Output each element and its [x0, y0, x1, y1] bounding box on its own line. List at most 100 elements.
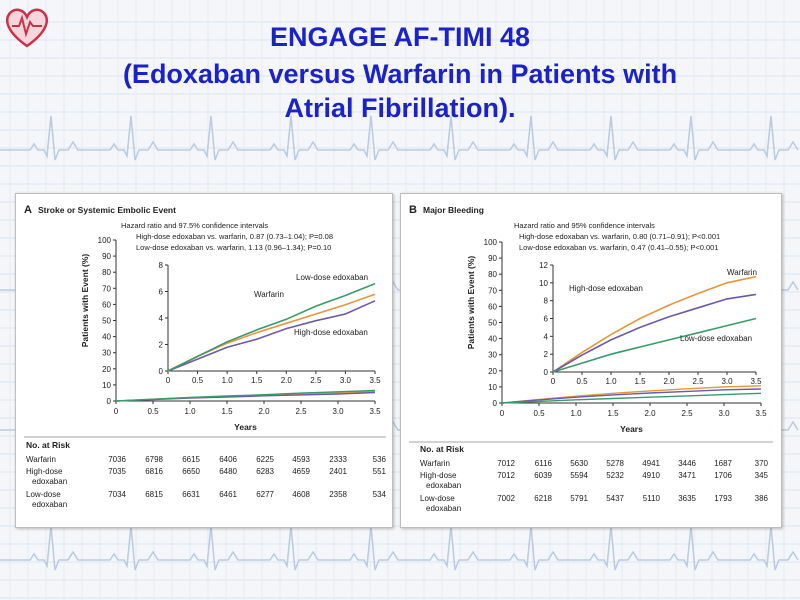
panel-b-y-tick-label: 60: [488, 302, 497, 311]
panel-b-x-tick-label: 2.0: [644, 409, 656, 418]
panel-b-x-tick-label: 1.5: [607, 409, 619, 418]
panel-a-y-tick-label: 100: [98, 236, 112, 245]
panel-a-risk-cell: 4608: [292, 490, 310, 499]
panel-a-risk-cell: 2401: [329, 467, 347, 476]
panel-b-inset-y-tick-label: 2: [544, 350, 549, 359]
panel-b-x-tick-label: 3.0: [718, 409, 730, 418]
panel-a-risk-row-label: High-dose: [26, 467, 63, 476]
panel-a-risk-row-label: edoxaban: [32, 500, 67, 509]
panel-a-x-tick-label: 1.0: [184, 407, 196, 416]
panel-a-inset-x-tick-label: 1.0: [222, 376, 234, 385]
panel-b-inset-line-low-dose-edoxaban: [552, 317, 757, 373]
panel-a-risk-row-label: edoxaban: [32, 477, 67, 486]
panel-b-main-line-high-dose-edoxaban: [501, 388, 762, 404]
panel-b-risk-cell: 4910: [642, 471, 660, 480]
panel-a-x-tick-label: 3.5: [369, 407, 381, 416]
panel-b-risk-cell: 7012: [497, 459, 515, 468]
panel-b-risk-cell: 3446: [678, 459, 696, 468]
panel-a-y-tick-label: 60: [102, 300, 111, 309]
panel-a-risk-cell: 6798: [145, 455, 163, 464]
panel-b-inset-y-tick-label: 4: [544, 332, 549, 341]
slide-title-line-2: (Edoxaban versus Warfarin in Patients wi…: [122, 59, 678, 89]
panel-a-series-label-low-dose-edoxaban: Low-dose edoxaban: [296, 273, 368, 282]
panel-a-risk-cell: 551: [373, 467, 387, 476]
panel-a-x-axis-label: Years: [234, 422, 257, 432]
panel-b-hazard-annotation-3: Low-dose edoxaban vs. warfarin, 0.47 (0.…: [519, 243, 719, 252]
panel-a-risk-cell: 7034: [108, 490, 126, 499]
panel-a-risk-cell: 7035: [108, 467, 126, 476]
panel-a-inset-y-tick-label: 8: [159, 261, 164, 270]
panel-b-y-tick-label: 50: [488, 319, 497, 328]
panel-a-stroke: A Stroke or Systemic Embolic Event Hazard …: [15, 193, 393, 528]
panel-a-series-label-warfarin: Warfarin: [254, 290, 284, 299]
panel-a-x-tick-label: 2.5: [295, 407, 307, 416]
panel-a-inset-x-tick-label: 3.5: [369, 376, 381, 385]
panel-a-risk-cell: 536: [373, 455, 387, 464]
panel-a-inset-x-tick-label: 0.5: [192, 376, 204, 385]
panel-b-risk-cell: 1793: [714, 494, 732, 503]
panel-a-risk-cell: 6283: [256, 467, 274, 476]
panel-b-inset-y-tick-label: 8: [544, 297, 549, 306]
panel-b-inset-y-tick-label: 12: [539, 261, 548, 270]
panel-a-x-tick-label: 1.5: [221, 407, 233, 416]
panel-a-y-axis-label: Patients with Event (%): [80, 254, 90, 348]
panel-b-risk-cell: 5110: [643, 494, 661, 503]
panel-a-inset-line-low-dose-edoxaban: [167, 282, 376, 372]
heart-logo-icon: [6, 8, 48, 48]
panel-b-risk-row-label: High-dose: [420, 471, 457, 480]
panel-b-risk-cell: 386: [755, 494, 769, 503]
panel-a-inset-y-tick-label: 6: [159, 288, 164, 297]
panel-b-y-tick-label: 0: [493, 399, 498, 408]
panel-b-risk-cell: 5791: [570, 494, 588, 503]
panel-b-series-label-warfarin: Warfarin: [727, 268, 757, 277]
panel-a-inset-line-high-dose-edoxaban: [167, 300, 376, 372]
panel-b-risk-cell: 370: [755, 459, 769, 468]
panel-b-risk-row-label: Warfarin: [420, 459, 450, 468]
panel-b-risk-cell: 1687: [714, 459, 732, 468]
panel-b-risk-cell: 5278: [606, 459, 624, 468]
panel-a-risk-cell: 6480: [219, 467, 237, 476]
panel-a-risk-cell: 2333: [329, 455, 347, 464]
panel-b-inset-x-tick-label: 0.5: [576, 377, 588, 386]
panel-b-risk-cell: 5232: [606, 471, 624, 480]
panel-a-risk-cell: 4593: [292, 455, 310, 464]
panel-b-risk-cell: 6039: [534, 471, 552, 480]
panel-a-y-tick-label: 30: [102, 349, 111, 358]
panel-a-main-line-low-dose-edoxaban: [115, 389, 376, 402]
panel-b-bleeding: B Major Bleeding Hazard ratio and 95% conf…: [400, 193, 782, 528]
panel-a-hazard-annotation-1: Hazard ratio and 97.5% confidence interv…: [121, 221, 268, 230]
panel-b-letter: B: [409, 204, 417, 216]
panel-b-inset-line-warfarin: [552, 275, 757, 373]
panel-b-y-tick-label: 10: [488, 383, 497, 392]
panel-b-inset-x-tick-label: 2.0: [663, 377, 675, 386]
panel-a-series-label-high-dose-edoxaban: High-dose edoxaban: [294, 328, 368, 337]
panel-b-inset-x-tick-label: 0: [551, 377, 556, 386]
panel-a-title: Stroke or Systemic Embolic Event: [38, 205, 176, 215]
panel-a-y-tick-label: 20: [102, 365, 111, 374]
panel-b-y-axis-label: Patients with Event (%): [466, 256, 476, 350]
panel-a-hazard-annotation-3: Low-dose edoxaban vs. warfarin, 1.13 (0.…: [136, 243, 331, 252]
panel-a-risk-cell: 6225: [256, 455, 274, 464]
panel-a-y-tick-label: 0: [107, 397, 112, 406]
panel-a-risk-cell: 7036: [108, 455, 126, 464]
panel-b-risk-cell: 7012: [497, 471, 515, 480]
panel-a-risk-cell: 6816: [145, 467, 163, 476]
panel-b-chart: B Major Bleeding Hazard ratio and 95% conf…: [409, 204, 773, 513]
panel-a-risk-cell: 6406: [219, 455, 237, 464]
panel-a-inset-x-tick-label: 3.0: [340, 376, 352, 385]
panel-a-risk-cell: 2358: [329, 490, 347, 499]
panel-b-title: Major Bleeding: [423, 205, 484, 215]
panel-b-inset-line-high-dose-edoxaban: [552, 293, 757, 373]
panel-b-x-tick-label: 2.5: [681, 409, 693, 418]
panel-b-risk-cell: 1706: [714, 471, 732, 480]
panel-b-inset-x-tick-label: 1.5: [634, 377, 646, 386]
panel-b-y-tick-label: 30: [488, 351, 497, 360]
panel-b-y-tick-label: 90: [488, 254, 497, 263]
ecg-trace: [0, 525, 799, 571]
panel-b-risk-cell: 3471: [678, 471, 696, 480]
panel-b-risk-cell: 5630: [570, 459, 588, 468]
panel-b-x-tick-label: 3.5: [755, 409, 767, 418]
panel-a-x-tick-label: 0: [114, 407, 119, 416]
panel-b-inset-x-tick-label: 1.0: [605, 377, 617, 386]
panel-b-risk-cell: 7002: [497, 494, 515, 503]
